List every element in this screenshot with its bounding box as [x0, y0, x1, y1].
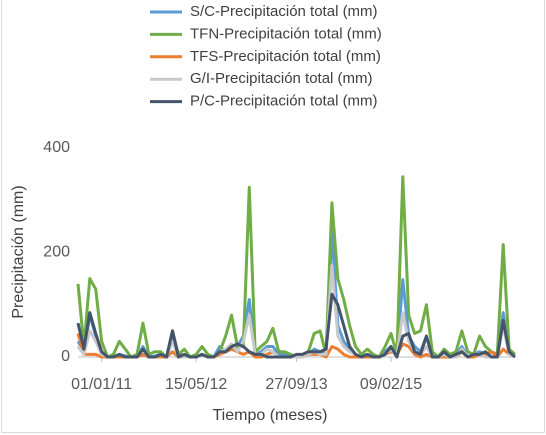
y-tick-label: 200	[43, 244, 70, 261]
x-axis-title: Tiempo (meses)	[213, 407, 328, 424]
legend-label: TFN-Precipitación total (mm)	[190, 25, 382, 42]
series-line	[76, 292, 516, 359]
legend-label: S/C-Precipitación total (mm)	[190, 3, 378, 20]
x-tick-label: 27/09/13	[265, 376, 327, 393]
y-axis-title: Precipitación (mm)	[10, 185, 27, 318]
x-tick-label: 01/01/11	[71, 376, 132, 393]
legend-label: TFS-Precipitación total (mm)	[190, 48, 381, 65]
x-tick-label: 15/05/12	[165, 376, 227, 393]
series-line	[76, 175, 516, 359]
series-line	[76, 230, 516, 359]
legend-label: P/C-Precipitación total (mm)	[190, 93, 378, 110]
legend-label: G/I-Precipitación total (mm)	[190, 70, 373, 87]
series-line	[76, 264, 516, 359]
y-tick-label: 400	[43, 139, 70, 156]
x-tick-label: 09/02/15	[360, 376, 422, 393]
y-tick-label: 0	[61, 348, 70, 365]
